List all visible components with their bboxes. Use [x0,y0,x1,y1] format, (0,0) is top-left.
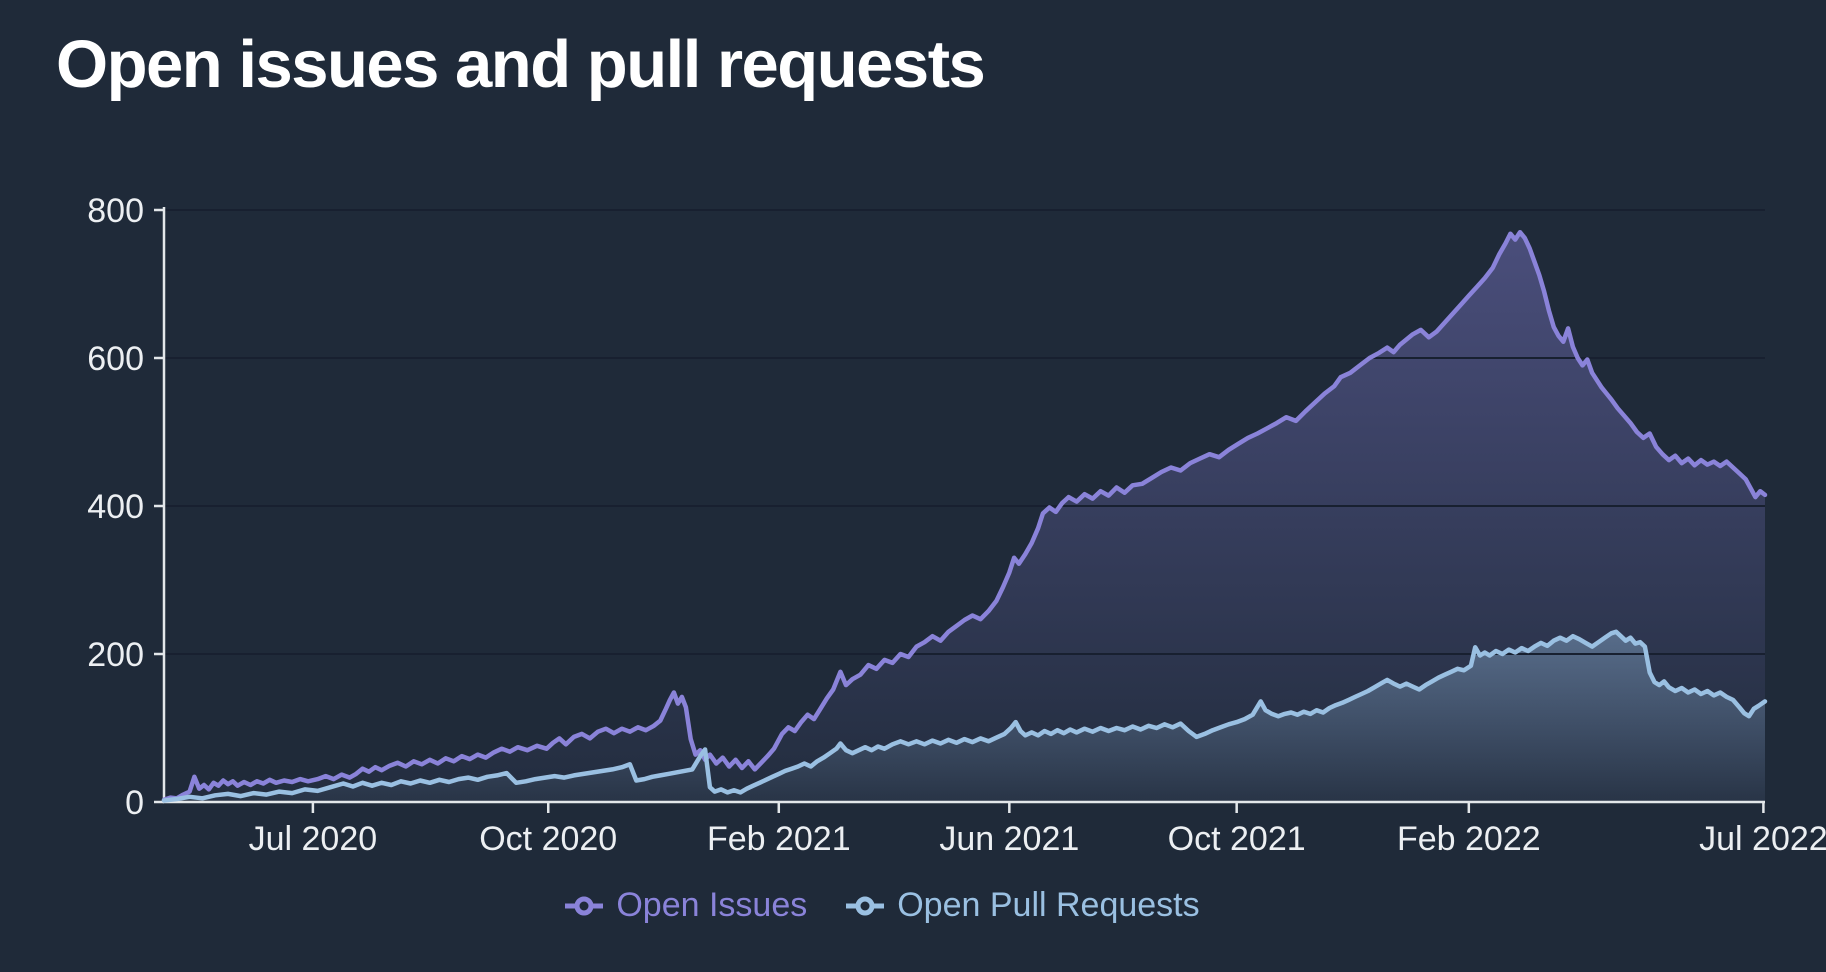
chart-legend: Open Issues Open Pull Requests [0,886,1764,925]
y-tick-label-200: 200 [87,636,144,674]
legend-label-open-issues: Open Issues [616,886,808,924]
y-tick-label-0: 0 [125,784,144,822]
series-area-1 [164,631,1765,802]
series-line-1 [161,629,1768,803]
x-tick-label: Oct 2021 [1168,820,1306,858]
x-tick-label: Jul 2022 [1699,820,1826,858]
y-tick-label-400: 400 [87,488,144,526]
y-tick-label-800: 800 [87,192,144,230]
series-line-0 [161,229,1768,803]
legend-label-open-pull-requests: Open Pull Requests [897,886,1200,924]
x-tick-label: Jun 2021 [939,820,1079,858]
y-tick-label-600: 600 [87,340,144,378]
x-tick-label: Jul 2020 [249,820,378,858]
open-pull-requests-marker-icon [846,896,885,915]
x-tick-label: Feb 2022 [1397,820,1541,858]
series-area-0 [164,232,1765,802]
x-tick-label: Feb 2021 [707,820,851,858]
chart-title: Open issues and pull requests [56,27,986,102]
x-tick-label: Oct 2020 [479,820,617,858]
legend-item-open-pull-requests[interactable]: Open Pull Requests [845,886,1200,925]
open-issues-marker-icon [565,896,604,915]
legend-item-open-issues[interactable]: Open Issues [564,886,807,925]
